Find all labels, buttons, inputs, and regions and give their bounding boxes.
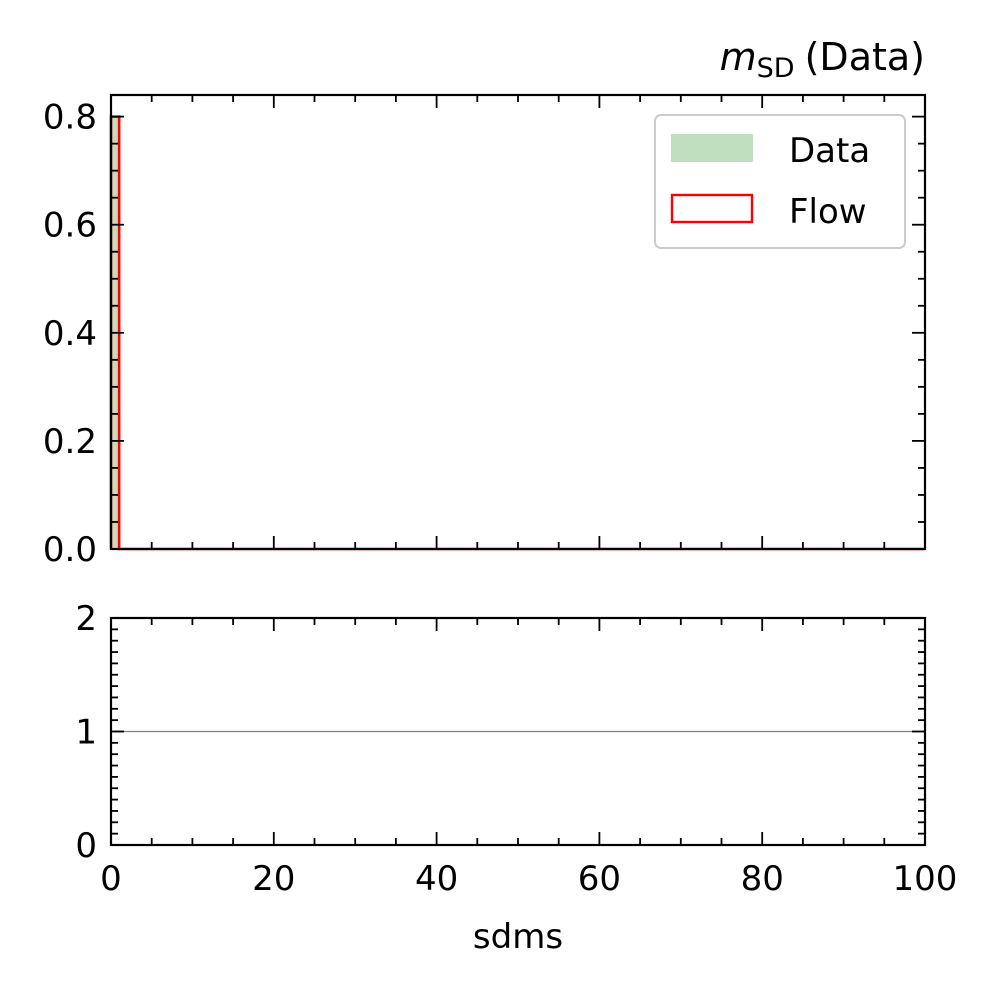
y-tick-label: 0.4	[43, 314, 97, 354]
ratio-y-tick-label: 0	[75, 826, 97, 866]
legend: Data Flow	[654, 114, 906, 249]
x-tick-label: 20	[252, 859, 295, 899]
main-axes-frame	[109, 93, 927, 551]
title-math: m	[720, 35, 757, 79]
x-tick-label: 0	[100, 859, 122, 899]
legend-swatch-flow	[670, 193, 754, 224]
x-axis-label: sdms	[473, 917, 563, 957]
x-tick-label: 60	[578, 859, 621, 899]
chart-title: mSD (Data)	[720, 35, 925, 84]
x-tick-label: 80	[741, 859, 784, 899]
ratio-axes-frame	[109, 616, 927, 847]
x-tick-label: 100	[893, 859, 958, 899]
y-tick-label: 0.0	[43, 530, 97, 570]
legend-label-flow: Flow	[789, 192, 867, 232]
title-subscript: SD	[757, 53, 795, 84]
title-suffix: (Data)	[805, 35, 925, 79]
main-minor-ticks	[111, 95, 925, 549]
y-tick-label: 0.2	[43, 422, 97, 462]
x-tick-label: 40	[415, 859, 458, 899]
x-tick-labels: 0 20 40 60 80 100	[100, 859, 957, 899]
legend-swatch-data	[671, 134, 753, 162]
main-y-tick-labels: 0.0 0.2 0.4 0.6 0.8	[43, 98, 97, 570]
legend-label-data: Data	[789, 131, 870, 171]
ratio-panel: 0 1 2 0 20 40 60 80 100	[75, 599, 957, 899]
ratio-y-tick-label: 1	[75, 713, 97, 753]
ratio-minor-ticks	[111, 618, 925, 845]
y-tick-label: 0.8	[43, 98, 97, 138]
main-panel: 0.0 0.2 0.4 0.6 0.8	[43, 93, 927, 570]
ratio-y-tick-labels: 0 1 2	[75, 599, 97, 866]
y-tick-label: 0.6	[43, 206, 97, 246]
ratio-y-tick-label: 2	[75, 599, 97, 639]
